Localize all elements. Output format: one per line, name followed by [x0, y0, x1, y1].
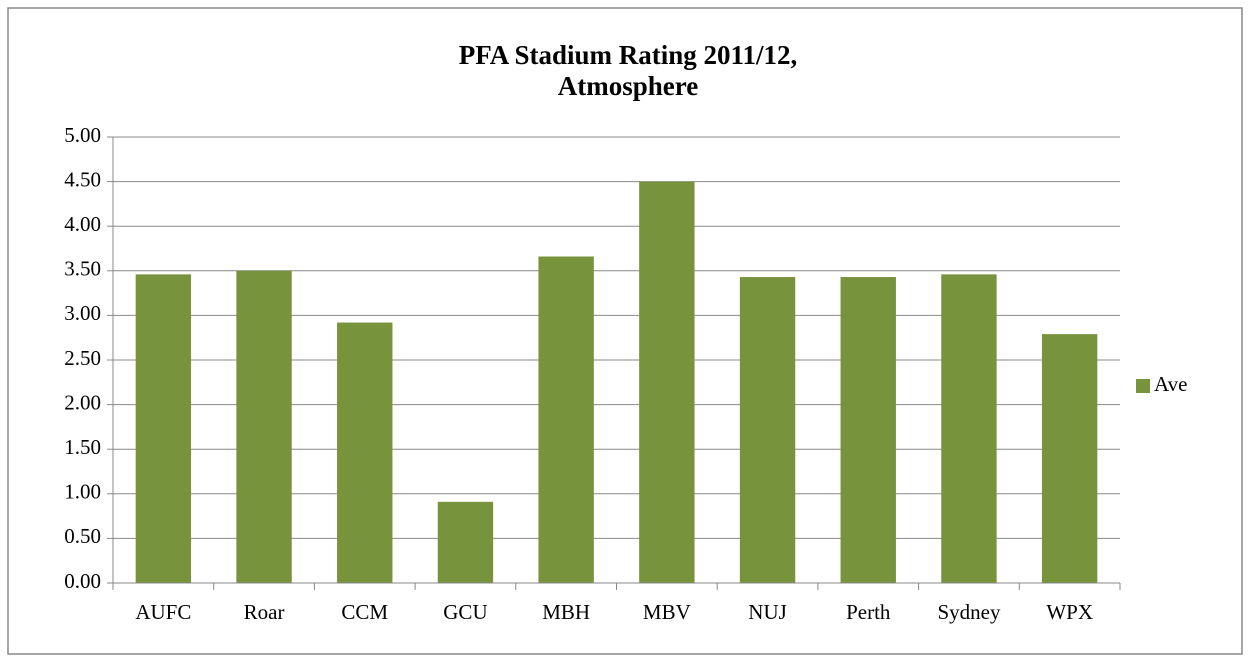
x-tick-label: WPX — [1046, 600, 1093, 624]
x-tick-label: MBV — [643, 600, 691, 624]
bar — [1041, 334, 1098, 583]
chart-title: Atmosphere — [558, 71, 699, 101]
legend-swatch — [1136, 379, 1150, 393]
bar — [538, 256, 594, 583]
y-tick-label: 1.50 — [64, 435, 101, 459]
bar — [840, 277, 896, 583]
y-tick-label: 4.00 — [64, 212, 101, 236]
bar — [941, 274, 997, 583]
y-tick-label: 0.00 — [64, 569, 101, 593]
bar — [236, 270, 292, 583]
y-tick-label: 0.50 — [64, 524, 101, 548]
y-tick-label: 2.50 — [64, 346, 101, 370]
x-tick-label: GCU — [443, 600, 487, 624]
y-tick-label: 5.00 — [64, 123, 101, 147]
x-tick-label: MBH — [542, 600, 590, 624]
x-tick-label: Perth — [846, 600, 891, 624]
x-tick-label: Sydney — [937, 600, 1001, 624]
x-tick-label: CCM — [341, 600, 388, 624]
y-tick-label: 3.50 — [64, 257, 101, 281]
bar — [337, 322, 393, 583]
bar — [739, 277, 796, 583]
y-tick-label: 4.50 — [64, 167, 101, 191]
x-tick-label: AUFC — [135, 600, 191, 624]
y-tick-label: 2.00 — [64, 390, 101, 414]
x-tick-label: Roar — [244, 600, 285, 624]
bar — [135, 274, 192, 583]
legend-label: Ave — [1154, 372, 1187, 396]
chart-title: PFA Stadium Rating 2011/12, — [459, 40, 798, 70]
y-tick-label: 3.00 — [64, 301, 101, 325]
bar — [437, 501, 494, 583]
y-tick-label: 1.00 — [64, 480, 101, 504]
x-tick-label: NUJ — [748, 600, 787, 624]
bar — [639, 181, 695, 583]
chart-border — [7, 7, 1243, 655]
